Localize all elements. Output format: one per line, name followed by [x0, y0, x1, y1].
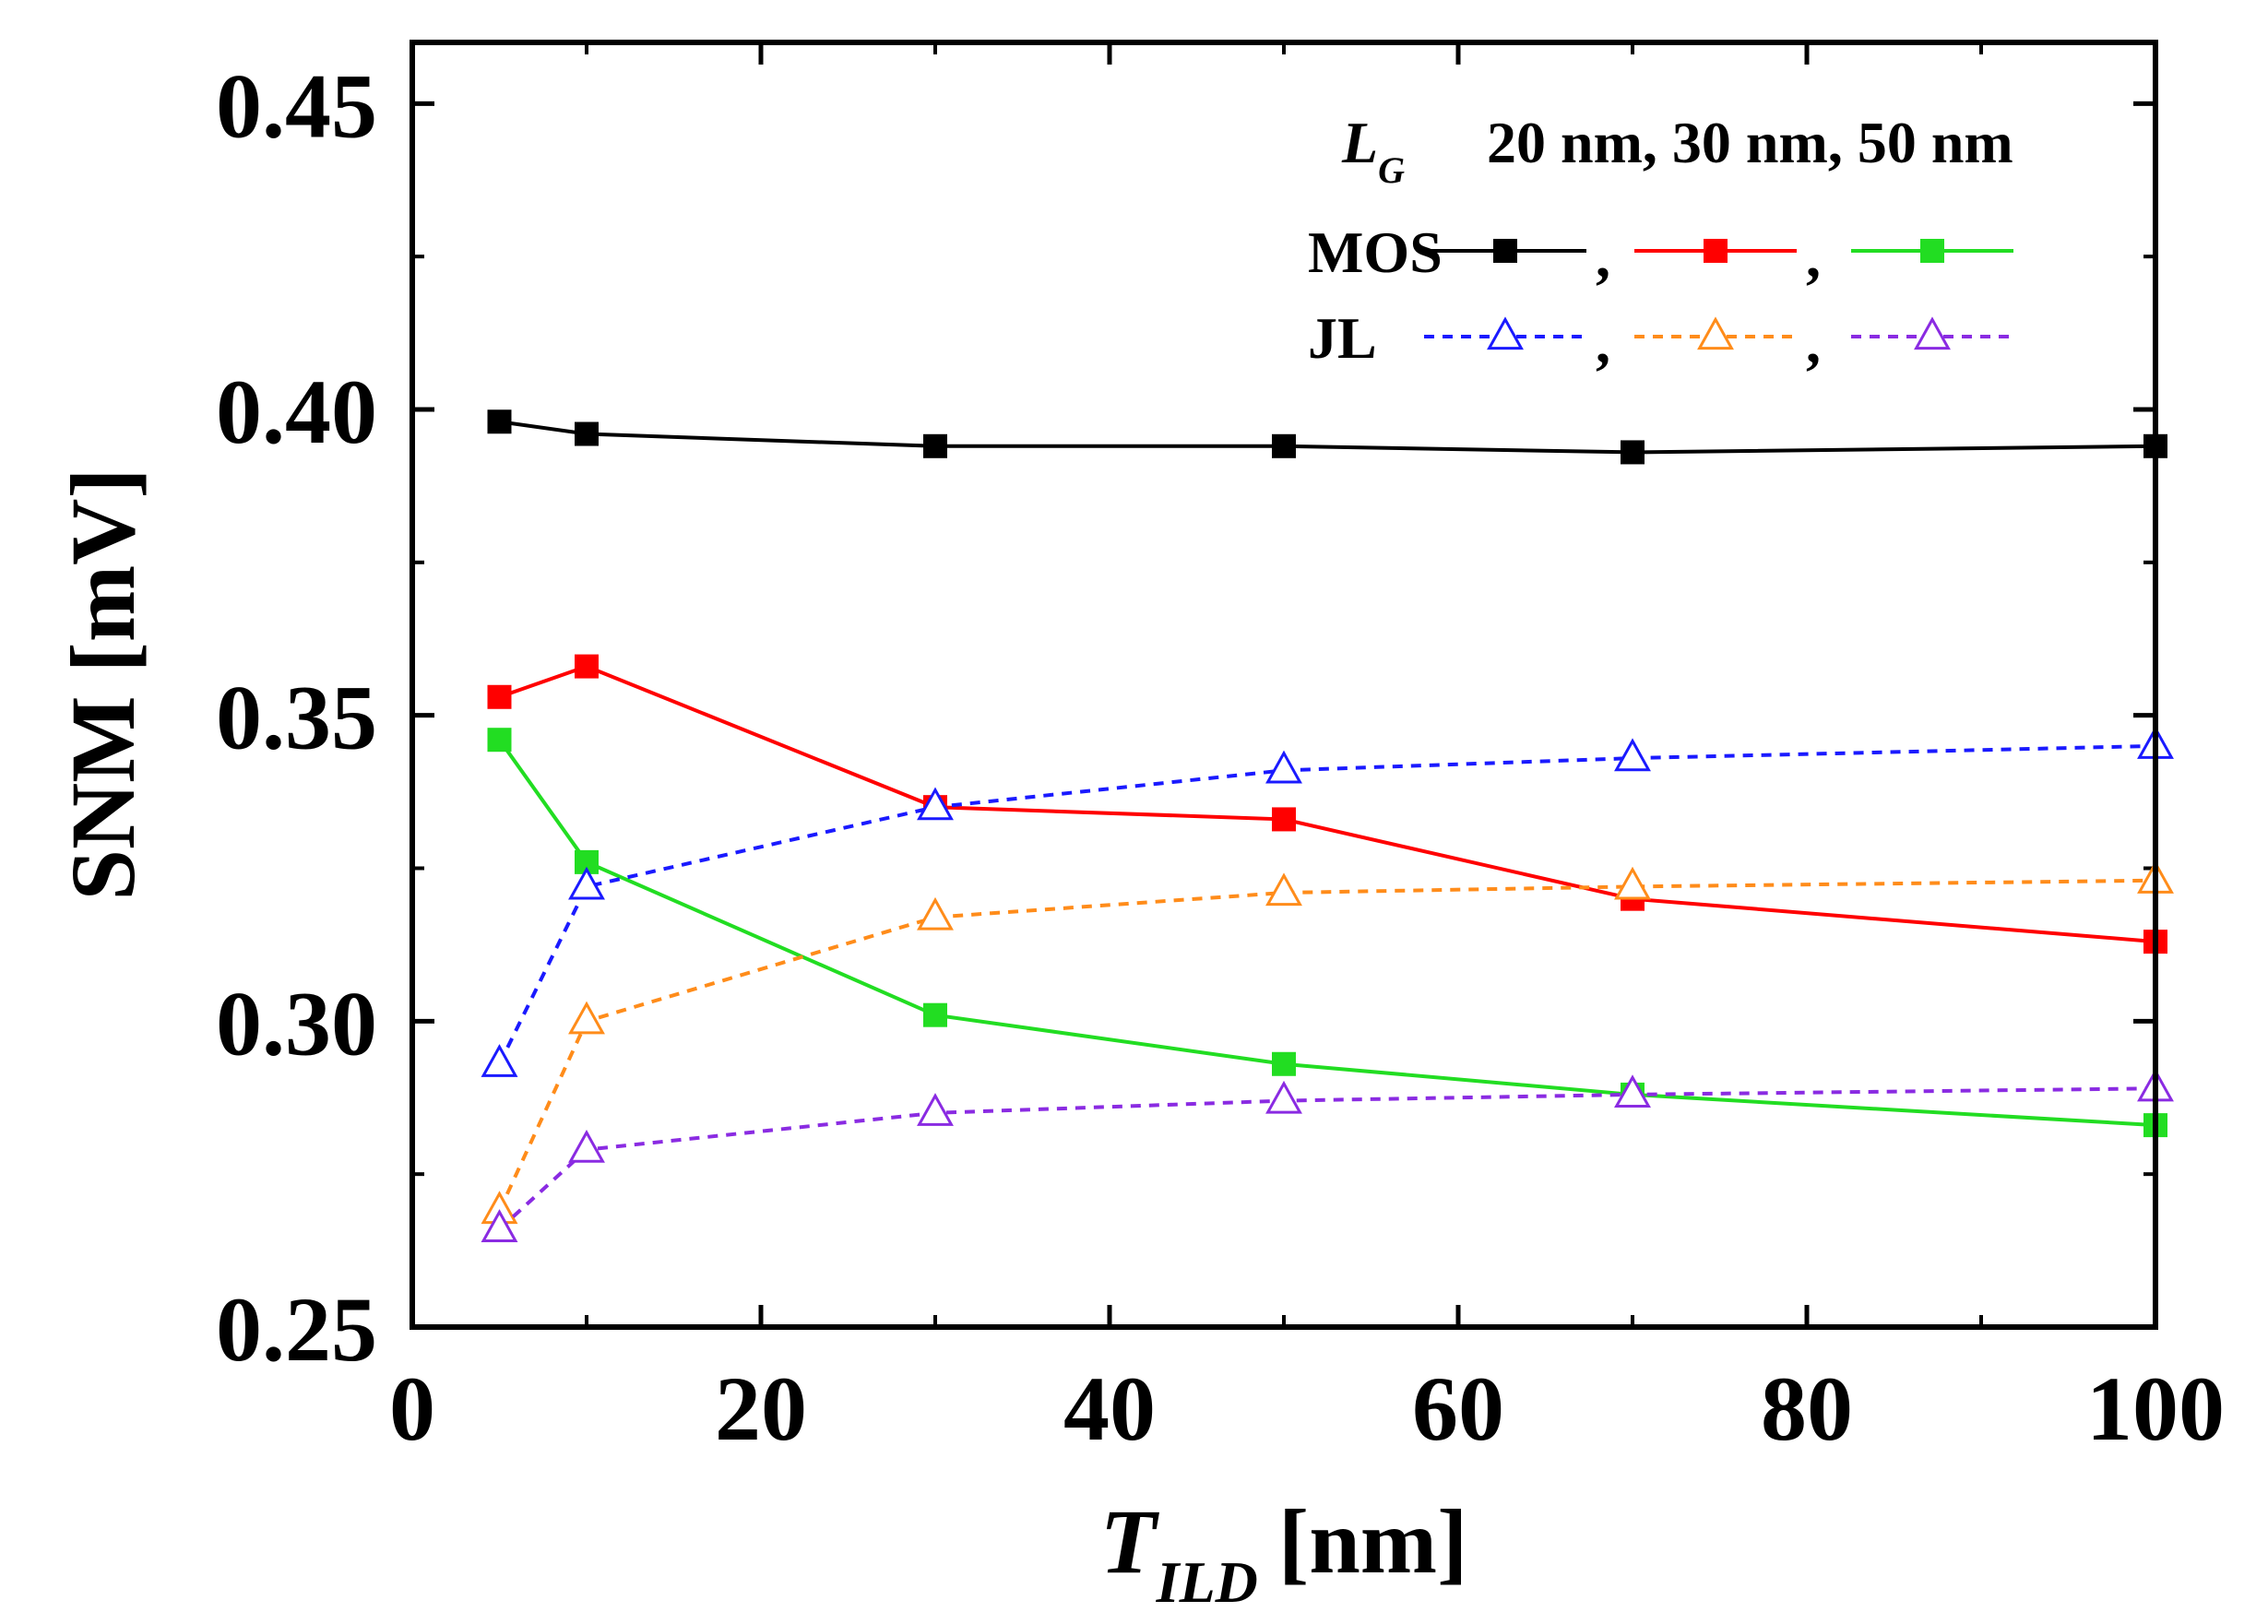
data-point	[1272, 807, 1296, 832]
legend-separator: ,	[1596, 224, 1610, 290]
legend-marker	[1487, 316, 1524, 350]
data-point	[917, 896, 954, 931]
series-line	[498, 664, 2156, 944]
legend-header-sub: G	[1378, 149, 1405, 191]
legend-marker	[1914, 316, 1951, 350]
legend-sample: ,	[1634, 224, 1821, 290]
x-tick-label: 20	[715, 1357, 807, 1460]
data-point	[1265, 1080, 1302, 1114]
legend: LG 20 nm, 30 nm, 50 nm MOS JL ,,,,	[1308, 110, 2013, 375]
series-line	[498, 1086, 2156, 1231]
legend-marker	[1697, 316, 1734, 350]
data-point	[481, 1044, 518, 1077]
data-point	[481, 1209, 518, 1242]
data-series	[481, 409, 2174, 1242]
x-tick-label: 80	[1761, 1357, 1853, 1460]
data-point	[487, 684, 512, 709]
legend-sample: ,	[1424, 310, 1610, 375]
data-point	[1614, 1074, 1651, 1108]
data-point	[1621, 440, 1645, 465]
legend-sample	[1851, 239, 2013, 263]
series-line	[497, 878, 2156, 1212]
data-point	[917, 787, 954, 821]
legend-marker	[1493, 239, 1517, 263]
data-point	[575, 654, 599, 679]
x-axis-title-unit: [nm]	[1278, 1490, 1468, 1593]
data-point	[1265, 872, 1302, 907]
y-tick-label: 0.45	[216, 54, 377, 157]
x-axis-title-main: T	[1100, 1490, 1160, 1593]
x-tick-labels: 0 20 40 60 80 100	[389, 1357, 2225, 1460]
data-point	[568, 1001, 605, 1035]
data-point	[1272, 1051, 1296, 1076]
legend-header-symbol: L	[1341, 110, 1378, 175]
legend-sample	[1851, 316, 2013, 350]
legend-label-mos: MOS	[1308, 219, 1443, 285]
data-point	[568, 866, 605, 900]
legend-marker	[1704, 239, 1728, 263]
legend-sample: ,	[1634, 310, 1821, 375]
legend-marker	[1920, 239, 1944, 263]
legend-sample: ,	[1424, 224, 1610, 290]
y-tick-label: 0.35	[216, 667, 377, 769]
y-tick-label: 0.25	[216, 1278, 377, 1381]
data-point	[575, 421, 599, 446]
data-point	[1272, 433, 1296, 458]
legend-separator: ,	[1806, 224, 1821, 290]
data-point	[917, 1093, 954, 1126]
x-tick-label: 100	[2086, 1357, 2225, 1460]
series-line	[497, 739, 2156, 1128]
y-tick-labels: 0.25 0.30 0.35 0.40 0.45	[216, 54, 377, 1381]
data-point	[1614, 866, 1651, 900]
x-tick-label: 40	[1063, 1357, 1156, 1460]
x-axis-title: TILD [nm]	[1100, 1490, 1468, 1615]
series-jl-50-nm	[481, 1068, 2174, 1242]
data-point	[487, 728, 512, 753]
data-point	[568, 1129, 605, 1163]
legend-label-jl: JL	[1308, 305, 1377, 371]
legend-samples: ,,,,	[1424, 224, 2013, 375]
legend-header: LG	[1341, 110, 1405, 191]
series-line	[499, 420, 2156, 455]
data-point	[1265, 750, 1302, 784]
data-point	[923, 1002, 947, 1027]
x-axis-title-sub: ILD	[1156, 1549, 1258, 1615]
plot-frame	[410, 40, 2158, 1330]
legend-separator: ,	[1806, 310, 1821, 375]
data-point	[923, 433, 947, 458]
data-point	[487, 409, 512, 434]
data-point	[1614, 738, 1651, 772]
x-tick-label: 0	[389, 1357, 435, 1460]
x-tick-label: 60	[1412, 1357, 1504, 1460]
y-axis-title: SNM [mV]	[52, 468, 154, 900]
y-tick-label: 0.30	[216, 972, 377, 1074]
legend-header-values: 20 nm, 30 nm, 50 nm	[1487, 110, 2013, 175]
y-tick-label: 0.40	[216, 361, 377, 463]
series-jl-30-nm	[481, 860, 2174, 1225]
series-jl-20-nm	[481, 726, 2174, 1077]
legend-separator: ,	[1596, 310, 1610, 375]
